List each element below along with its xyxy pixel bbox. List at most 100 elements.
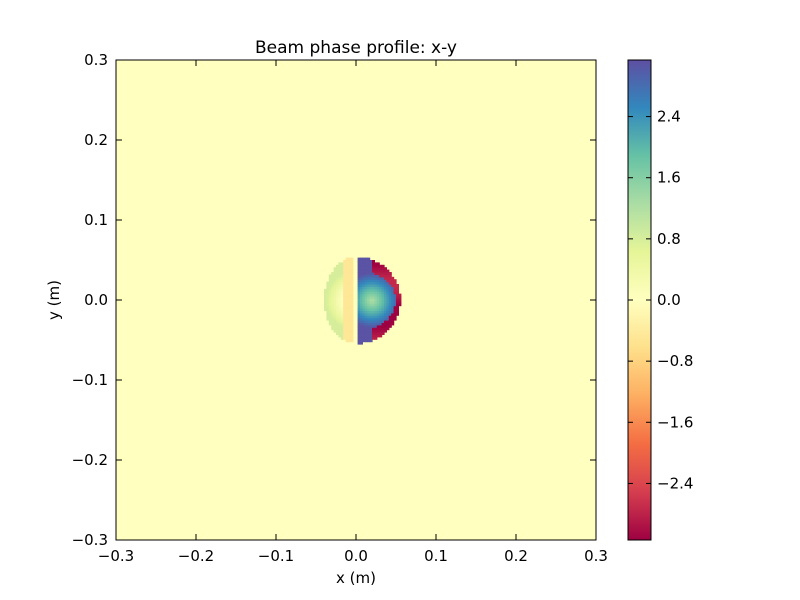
heatmap-cell (374, 279, 378, 283)
heatmap-cell (374, 274, 378, 278)
heatmap-cell (345, 327, 349, 331)
x-axis: −0.3 −0.2 −0.1 0.0 0.1 0.2 0.3 (98, 60, 608, 565)
heatmap-cell (343, 303, 347, 307)
heatmap-cell (338, 272, 342, 275)
heatmap-cell (326, 281, 330, 285)
heatmap-cell (386, 312, 390, 316)
heatmap-cell (360, 310, 363, 314)
heatmap-cell (336, 281, 339, 285)
heatmap-cell (367, 281, 371, 285)
heatmap-cell (388, 305, 392, 309)
heatmap-cell (326, 296, 330, 299)
heatmap-cell (381, 317, 385, 321)
heatmap-cell (360, 327, 363, 331)
heatmap-cell (362, 303, 366, 307)
heatmap-cell (374, 267, 378, 271)
heatmap-cell (333, 329, 337, 333)
heatmap-cell (345, 262, 349, 266)
heatmap-cell (362, 310, 366, 314)
heatmap-cell (376, 291, 380, 295)
heatmap-cell (338, 308, 342, 311)
heatmap-cell (360, 334, 363, 338)
heatmap-cell (372, 303, 375, 307)
heatmap-cell (350, 315, 354, 319)
heatmap-cell (338, 303, 342, 307)
heatmap-cell (331, 286, 335, 290)
heatmap-cell (367, 312, 371, 316)
heatmap-cell (369, 288, 373, 292)
heatmap-cell (391, 298, 395, 302)
heatmap-cell (362, 329, 366, 333)
heatmap-cell (381, 269, 385, 273)
heatmap-cell (369, 312, 373, 316)
heatmap-cell (328, 291, 332, 295)
heatmap-cell (345, 332, 349, 335)
heatmap-cell (391, 300, 395, 304)
heatmap-cell (369, 298, 373, 302)
heatmap-cell (379, 315, 383, 319)
heatmap-cell (328, 305, 332, 309)
heatmap-cell (384, 312, 387, 316)
heatmap-cell (345, 339, 349, 343)
heatmap-cell (340, 288, 344, 292)
heatmap-cell (331, 308, 335, 311)
heatmap-cell (333, 315, 337, 319)
heatmap-cell (381, 312, 385, 316)
heatmap-cell (367, 291, 371, 295)
heatmap-cell (393, 308, 397, 311)
heatmap-cell (340, 327, 344, 331)
heatmap-cell (376, 276, 380, 280)
heatmap-cell (388, 298, 392, 302)
heatmap-cell (360, 329, 363, 333)
heatmap-cell (348, 288, 351, 292)
colorbar-ticks: −2.4 −1.6 −0.8 0.0 0.8 1.6 2.4 (628, 108, 693, 492)
heatmap-cell (336, 322, 339, 326)
heatmap-cell (379, 284, 383, 287)
heatmap-cell (360, 305, 363, 309)
heatmap-cell (338, 264, 342, 268)
heatmap-cell (367, 293, 371, 297)
heatmap-cell (338, 284, 342, 287)
heatmap-cell (348, 327, 351, 331)
heatmap-cell (376, 332, 380, 335)
heatmap-cell (367, 298, 371, 302)
heatmap-cell (343, 315, 347, 319)
heatmap-cell (350, 264, 354, 268)
heatmap-cell (384, 267, 387, 271)
heatmap-cell (369, 324, 373, 328)
heatmap-cell (345, 279, 349, 283)
heatmap-cell (364, 291, 368, 295)
heatmap-cell (384, 303, 387, 307)
heatmap-cell (391, 286, 395, 290)
heatmap-cell (348, 276, 351, 280)
heatmap-cell (374, 317, 378, 321)
heatmap-cell (336, 279, 339, 283)
heatmap-cell (386, 303, 390, 307)
heatmap-cell (324, 308, 327, 311)
heatmap-cell (345, 300, 349, 304)
heatmap-cell (388, 293, 392, 297)
heatmap-cell (328, 293, 332, 297)
heatmap-cell (374, 276, 378, 280)
heatmap-cell (343, 279, 347, 283)
heatmap-cell (384, 329, 387, 333)
heatmap-cell (372, 310, 375, 314)
heatmap-cell (376, 320, 380, 323)
heatmap-cell (396, 293, 399, 297)
heatmap-cell (338, 334, 342, 338)
heatmap-cell (357, 281, 361, 285)
heatmap-cell (328, 274, 332, 278)
heatmap-cell (388, 317, 392, 321)
heatmap-cell (350, 274, 354, 278)
heatmap-cell (379, 308, 383, 311)
heatmap-cell (364, 312, 368, 316)
heatmap-cell (381, 272, 385, 275)
heatmap-cell (381, 324, 385, 328)
heatmap-cell (345, 303, 349, 307)
heatmap-cell (360, 320, 363, 323)
heatmap-cell (348, 279, 351, 283)
heatmap-cell (360, 257, 363, 261)
heatmap-cell (372, 264, 375, 268)
y-tick-label: 0.2 (84, 131, 108, 149)
heatmap-cell (379, 267, 383, 271)
